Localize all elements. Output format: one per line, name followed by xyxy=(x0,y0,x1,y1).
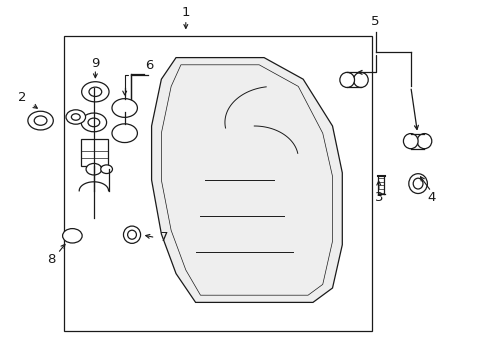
Ellipse shape xyxy=(127,230,136,239)
Text: 7: 7 xyxy=(159,231,168,244)
Circle shape xyxy=(112,124,137,143)
Circle shape xyxy=(66,110,85,124)
Ellipse shape xyxy=(403,134,417,149)
Circle shape xyxy=(71,114,80,120)
Polygon shape xyxy=(151,58,342,302)
Ellipse shape xyxy=(123,226,141,243)
Circle shape xyxy=(81,113,106,132)
Text: 1: 1 xyxy=(181,6,190,19)
Bar xyxy=(63,36,371,331)
Bar xyxy=(81,139,107,166)
Circle shape xyxy=(89,87,102,96)
Circle shape xyxy=(28,111,53,130)
Ellipse shape xyxy=(339,72,354,87)
Text: 9: 9 xyxy=(91,57,100,69)
Circle shape xyxy=(62,229,82,243)
Ellipse shape xyxy=(353,72,367,87)
Text: 5: 5 xyxy=(370,15,379,28)
Text: 8: 8 xyxy=(47,253,56,266)
Text: 3: 3 xyxy=(374,191,383,204)
Ellipse shape xyxy=(416,134,431,149)
Circle shape xyxy=(86,163,102,175)
Text: 6: 6 xyxy=(144,59,153,72)
Ellipse shape xyxy=(408,174,427,194)
Circle shape xyxy=(81,82,109,102)
Circle shape xyxy=(34,116,47,125)
Ellipse shape xyxy=(412,178,422,189)
Text: 4: 4 xyxy=(426,191,435,204)
Circle shape xyxy=(101,165,112,174)
Text: 2: 2 xyxy=(18,91,26,104)
Circle shape xyxy=(112,99,137,117)
Circle shape xyxy=(88,118,100,127)
